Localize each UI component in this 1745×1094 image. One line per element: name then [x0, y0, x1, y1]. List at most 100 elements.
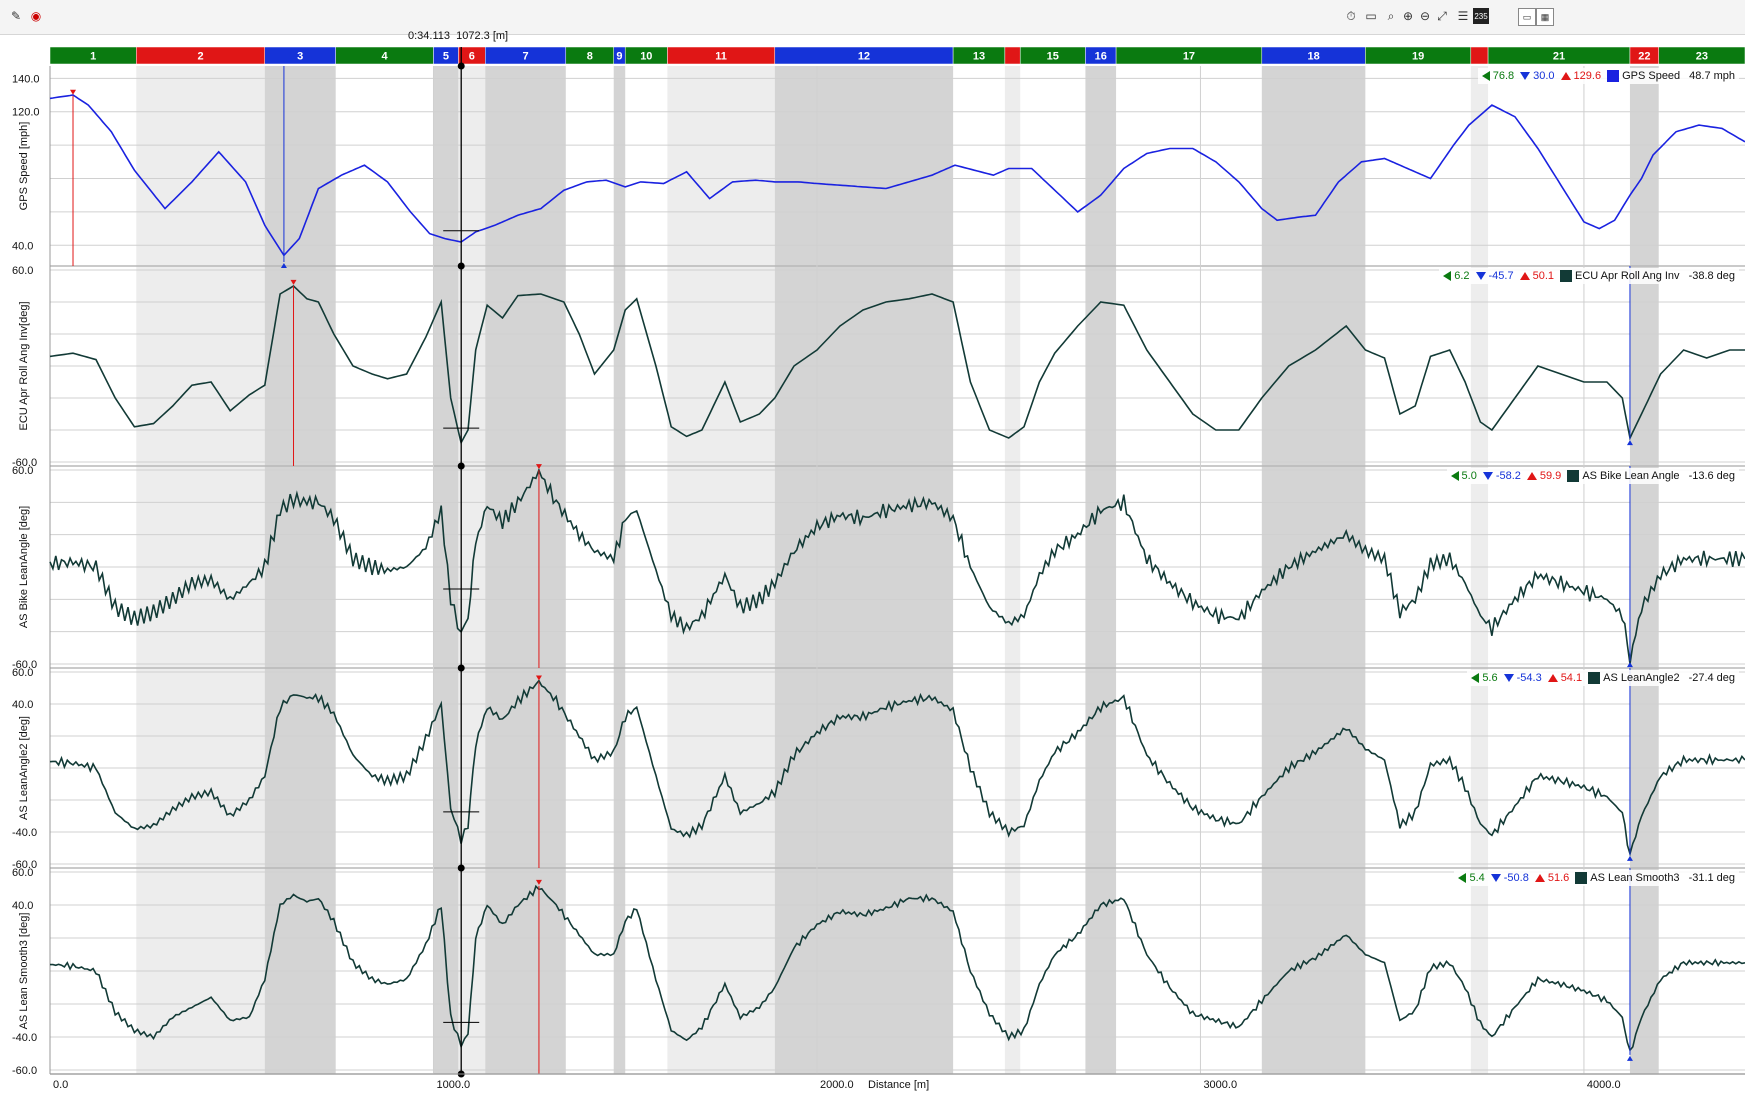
max-marker-triangle — [290, 279, 297, 285]
legend-high-value: 59.9 — [1539, 470, 1562, 482]
y-tick-label: 60.0 — [12, 667, 33, 679]
shaded-zone — [774, 66, 954, 1074]
legend-min-value: 6.2 — [1454, 270, 1470, 282]
sector-label: 10 — [640, 51, 652, 63]
high-arrow-icon — [1526, 472, 1537, 480]
min-arrow-icon — [1443, 271, 1452, 281]
sector-label: 5 — [443, 51, 449, 63]
legend-low-value: -54.3 — [1516, 672, 1542, 684]
low-arrow-icon — [1490, 874, 1501, 882]
legend-bike: 5.0 -58.2 59.9 AS Bike Lean Angle -13.6 deg — [1446, 468, 1739, 484]
legend-roll: 6.2 -45.7 50.1 ECU Apr Roll Ang Inv -38.8 deg — [1439, 268, 1739, 284]
high-arrow-icon — [1534, 874, 1545, 882]
legend-low-value: -45.7 — [1488, 270, 1514, 282]
pencil-icon[interactable]: ✎ — [10, 9, 22, 23]
toolbar: ✎ ◉ ⏱ ▭ ⌕ ⊕ ⊖ ⤢ ☰ 235 ▭ ▦ — [0, 0, 1745, 35]
min-marker-triangle — [280, 263, 287, 268]
series-swatch — [1560, 270, 1572, 282]
shaded-zone — [1004, 66, 1021, 1074]
sector-label: 11 — [715, 51, 727, 63]
shaded-zone — [1629, 66, 1659, 1074]
max-marker-triangle — [70, 89, 77, 95]
x-tick-label: 1000.0 — [436, 1079, 470, 1091]
value-box-icon[interactable]: 235 — [1473, 8, 1489, 24]
bike-series-line — [49, 467, 1745, 665]
legend-cursor-value: -31.1 — [1688, 872, 1714, 884]
record-icon[interactable]: ◉ — [30, 9, 42, 23]
sector-label: 21 — [1553, 51, 1565, 63]
legend-series-name: GPS Speed — [1622, 70, 1681, 82]
y-tick-label: 60.0 — [12, 867, 33, 879]
y-axis-title: AS LeanAngle2 [deg] — [18, 716, 30, 820]
y-tick-label: 40.0 — [12, 900, 33, 912]
legend-series-name: AS LeanAngle2 — [1603, 672, 1680, 684]
legend-series-name: AS Lean Smooth3 — [1590, 872, 1680, 884]
legend-cursor-value: -13.6 — [1688, 470, 1714, 482]
legend-unit: deg — [1716, 470, 1735, 482]
min-arrow-icon — [1458, 873, 1467, 883]
stopwatch-icon[interactable]: ⏱ — [1346, 8, 1356, 23]
legend-low-value: -50.8 — [1503, 872, 1529, 884]
sector-label: 13 — [973, 51, 985, 63]
layout-icon[interactable]: ☰ — [1457, 9, 1469, 23]
series-swatch — [1588, 672, 1601, 684]
x-tick-label: 0.0 — [53, 1079, 68, 1091]
sector-label: 19 — [1412, 51, 1424, 63]
x-axis-title: Distance [m] — [868, 1079, 929, 1091]
y-axis-title: ECU Apr Roll Ang Inv[deg] — [18, 301, 30, 430]
min-marker-triangle — [1626, 662, 1633, 668]
legend-high-value: 50.1 — [1532, 270, 1554, 282]
sector-segment[interactable] — [1658, 46, 1745, 65]
legend-lean2: 5.6 -54.3 54.1 AS LeanAngle2 -27.4 deg — [1467, 670, 1739, 686]
x-tick-label: 4000.0 — [1587, 1079, 1621, 1091]
sector-segment[interactable] — [1004, 46, 1021, 65]
shaded-zone — [264, 66, 336, 1074]
shaded-zone — [433, 66, 459, 1074]
sector-label: 2 — [197, 51, 203, 63]
series-swatch — [1607, 70, 1620, 82]
legend-speed: 76.8 30.0 129.6 GPS Speed 48.7 mph — [1477, 68, 1739, 84]
legend-series-name: AS Bike Lean Angle — [1582, 470, 1680, 482]
y-tick-label: 140.0 — [12, 73, 40, 85]
y-tick-label: -40.0 — [12, 1032, 37, 1044]
zoom-out-icon[interactable]: ⊖ — [1419, 9, 1431, 23]
min-marker-triangle — [1626, 1055, 1633, 1061]
legend-cursor-value: -27.4 — [1688, 672, 1714, 684]
legend-cursor-value: 48.7 — [1689, 70, 1711, 82]
cursor-distance: 1072.3 [m] — [456, 30, 509, 42]
window-icon[interactable]: ▭ — [1518, 8, 1536, 26]
y-tick-label: -60.0 — [12, 859, 37, 871]
sector-segment[interactable] — [1470, 46, 1489, 65]
grid-icon[interactable]: ▦ — [1536, 8, 1554, 26]
sector-label: 16 — [1095, 51, 1107, 63]
y-tick-label: -40.0 — [12, 827, 37, 839]
shaded-zone — [667, 66, 775, 1074]
cursor-readout: 0:34.113 1072.3 [m] — [408, 30, 508, 42]
sector-label: 18 — [1307, 51, 1319, 63]
legend-unit: deg — [1716, 872, 1735, 884]
max-marker-triangle — [535, 464, 542, 470]
y-axis-title: GPS Speed [mph] — [18, 122, 30, 211]
legend-high-value: 129.6 — [1573, 70, 1602, 82]
shaded-zone — [136, 66, 265, 1074]
sector-label: 23 — [1696, 51, 1708, 63]
y-axis-title: AS Lean Smooth3 [deg] — [18, 913, 30, 1030]
shaded-zone — [1470, 66, 1489, 1074]
min-arrow-icon — [1471, 673, 1480, 683]
cursor-time: 0:34.113 — [408, 30, 451, 42]
cursor-handle — [457, 62, 465, 70]
zoom-in-icon[interactable]: ⊕ — [1402, 9, 1414, 23]
low-arrow-icon — [1475, 272, 1486, 280]
smooth3-series-line — [50, 884, 1745, 1052]
min-arrow-icon — [1481, 71, 1490, 81]
zoom-region-icon[interactable]: ⌕ — [1387, 8, 1395, 23]
y-axis-title: AS Bike LeanAngle [deg] — [18, 506, 30, 628]
sector-label: 4 — [382, 51, 389, 63]
legend-min-value: 76.8 — [1492, 70, 1515, 82]
shaded-zone — [485, 66, 566, 1074]
zoom-fit-icon[interactable]: ⤢ — [1437, 8, 1447, 23]
ruler-icon[interactable]: ▭ — [1365, 9, 1377, 23]
min-marker-triangle — [1626, 440, 1633, 446]
sector-label: 22 — [1638, 51, 1650, 63]
